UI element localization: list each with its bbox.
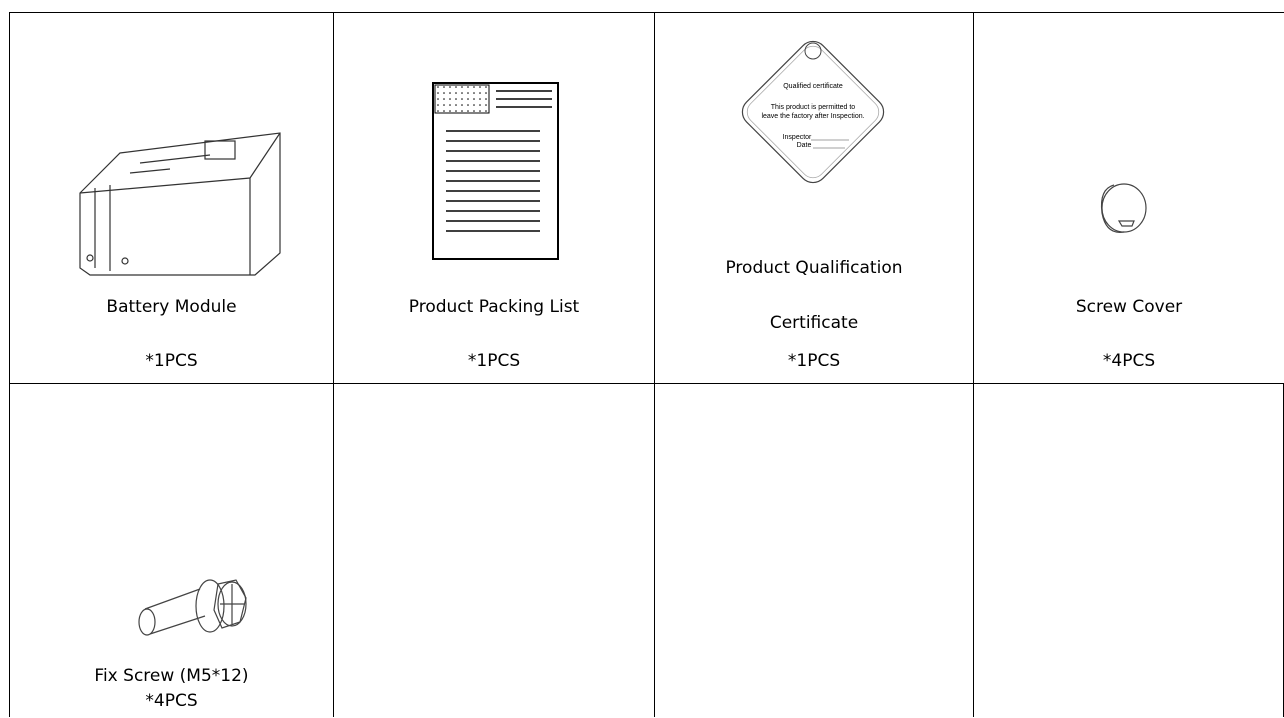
item-name: Product Qualification Certificate	[725, 258, 903, 333]
item-qty: *4PCS	[145, 691, 198, 711]
item-qty: *4PCS	[1102, 351, 1156, 371]
certificate-inspector: Inspector	[783, 134, 812, 141]
screw-illustration	[138, 579, 247, 636]
table-cell: Product Packing List *1PCS	[333, 12, 654, 383]
item-name: Fix Screw (M5*12)	[94, 666, 249, 686]
item-qty: *1PCS	[145, 351, 198, 371]
table-cell	[973, 383, 1284, 717]
certificate-date: Date	[797, 142, 812, 149]
certificate-illustration: Qualified certificate This product is pe…	[741, 40, 885, 184]
battery-illustration	[79, 132, 281, 276]
certificate-line: This product is permitted to	[771, 104, 856, 111]
screw-cover-illustration	[1100, 183, 1147, 233]
item-name: Product Packing List	[408, 297, 580, 317]
certificate-title: Qualified certificate	[783, 83, 843, 90]
item-name: Battery Module	[106, 297, 237, 317]
table-cell: Fix Screw (M5*12) *4PCS	[9, 383, 333, 717]
table-cell: Screw Cover *4PCS	[973, 12, 1284, 383]
item-name: Screw Cover	[1075, 297, 1183, 317]
item-qty: *1PCS	[787, 351, 841, 371]
table-cell	[654, 383, 973, 717]
table-cell: Qualified certificate This product is pe…	[654, 12, 973, 383]
certificate-line: leave the factory after Inspection.	[761, 113, 864, 120]
table-cell	[333, 383, 654, 717]
packing-list-illustration	[432, 82, 559, 260]
table-cell: Battery Module *1PCS	[9, 12, 333, 383]
item-qty: *1PCS	[467, 351, 521, 371]
